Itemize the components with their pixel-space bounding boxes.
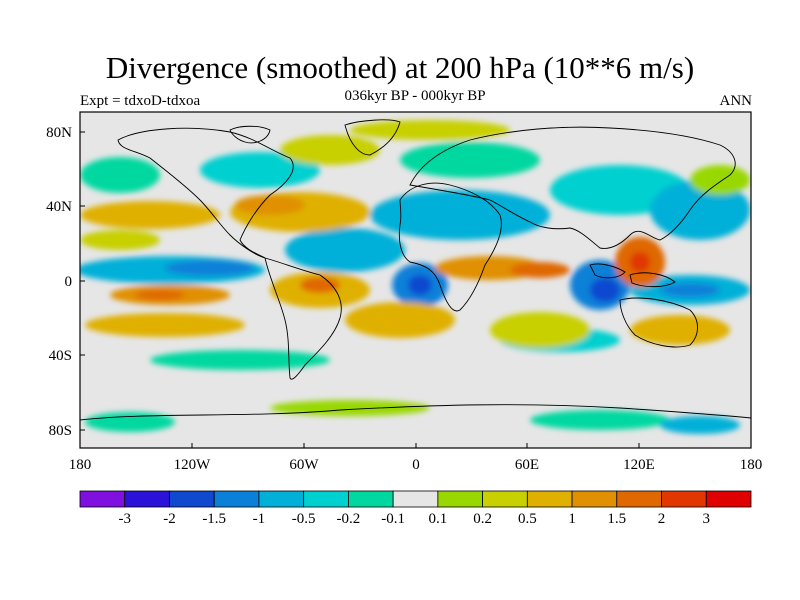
colorbar-swatch <box>124 490 170 508</box>
y-tick-labels: 80N 40N 0 40S 80S <box>46 125 72 439</box>
x-tick-label: 60E <box>515 457 539 473</box>
colorbar-swatch <box>705 490 752 508</box>
x-tick-label: 180 <box>740 457 763 473</box>
colorbar-label: -2 <box>163 511 176 527</box>
colorbar-swatch <box>661 490 707 508</box>
x-tick-labels: 180 120W 60W 0 60E 120E 180 <box>69 457 763 473</box>
x-tick-label: 60W <box>289 457 319 473</box>
colorbar-label: 0.5 <box>518 511 537 527</box>
x-tick-label: 180 <box>69 457 92 473</box>
plot-title: Divergence (smoothed) at 200 hPa (10**6 … <box>105 50 695 85</box>
colorbar-label: 0.1 <box>428 511 447 527</box>
colorbar-label: 3 <box>703 511 711 527</box>
colorbar-swatch <box>526 490 573 508</box>
y-tick-label: 40S <box>49 348 72 364</box>
divergence-field <box>80 120 750 434</box>
y-tick-label: 40N <box>46 199 72 215</box>
colorbar-label: -0.2 <box>337 511 361 527</box>
x-tick-marks <box>79 443 752 448</box>
y-tick-label: 0 <box>65 274 73 290</box>
y-tick-marks <box>80 131 85 431</box>
colorbar-label: -0.5 <box>292 511 316 527</box>
colorbar-swatch <box>303 490 349 508</box>
colorbar-label: 0.2 <box>473 511 492 527</box>
x-tick-label: 0 <box>412 457 420 473</box>
colorbar-labels: -3 -2 -1.5 -1 -0.5 -0.2 -0.1 0.1 0.2 0.5 1 1.5 2 3 <box>118 511 710 527</box>
colorbar-swatch <box>169 490 215 508</box>
colorbar-label: -1.5 <box>202 511 226 527</box>
experiment-label: Expt = tdxoD-tdxoa <box>80 93 201 109</box>
colorbar-label: 1.5 <box>607 511 626 527</box>
colorbar-swatch <box>392 490 439 508</box>
x-tick-label: 120W <box>174 457 212 473</box>
colorbar-swatch <box>347 490 394 508</box>
colorbar-label: -1 <box>253 511 266 527</box>
y-tick-label: 80N <box>46 125 72 141</box>
colorbar-swatch <box>258 490 305 508</box>
colorbar-swatch <box>213 490 260 508</box>
colorbar-swatch <box>79 490 126 508</box>
colorbar-swatch <box>571 490 618 508</box>
colorbar-swatch <box>482 490 528 508</box>
y-tick-label: 80S <box>49 423 72 439</box>
colorbar-swatch <box>616 490 662 508</box>
colorbar <box>79 490 752 508</box>
colorbar-label: 1 <box>568 511 576 527</box>
colorbar-label: -3 <box>118 511 131 527</box>
season-label: ANN <box>719 93 753 109</box>
colorbar-label: 2 <box>658 511 666 527</box>
coastlines <box>80 119 751 421</box>
x-tick-label: 120E <box>623 457 655 473</box>
plot-subtitle: 036kyr BP - 000kyr BP <box>344 88 486 104</box>
colorbar-label: -0.1 <box>381 511 405 527</box>
colorbar-swatch <box>437 490 484 508</box>
